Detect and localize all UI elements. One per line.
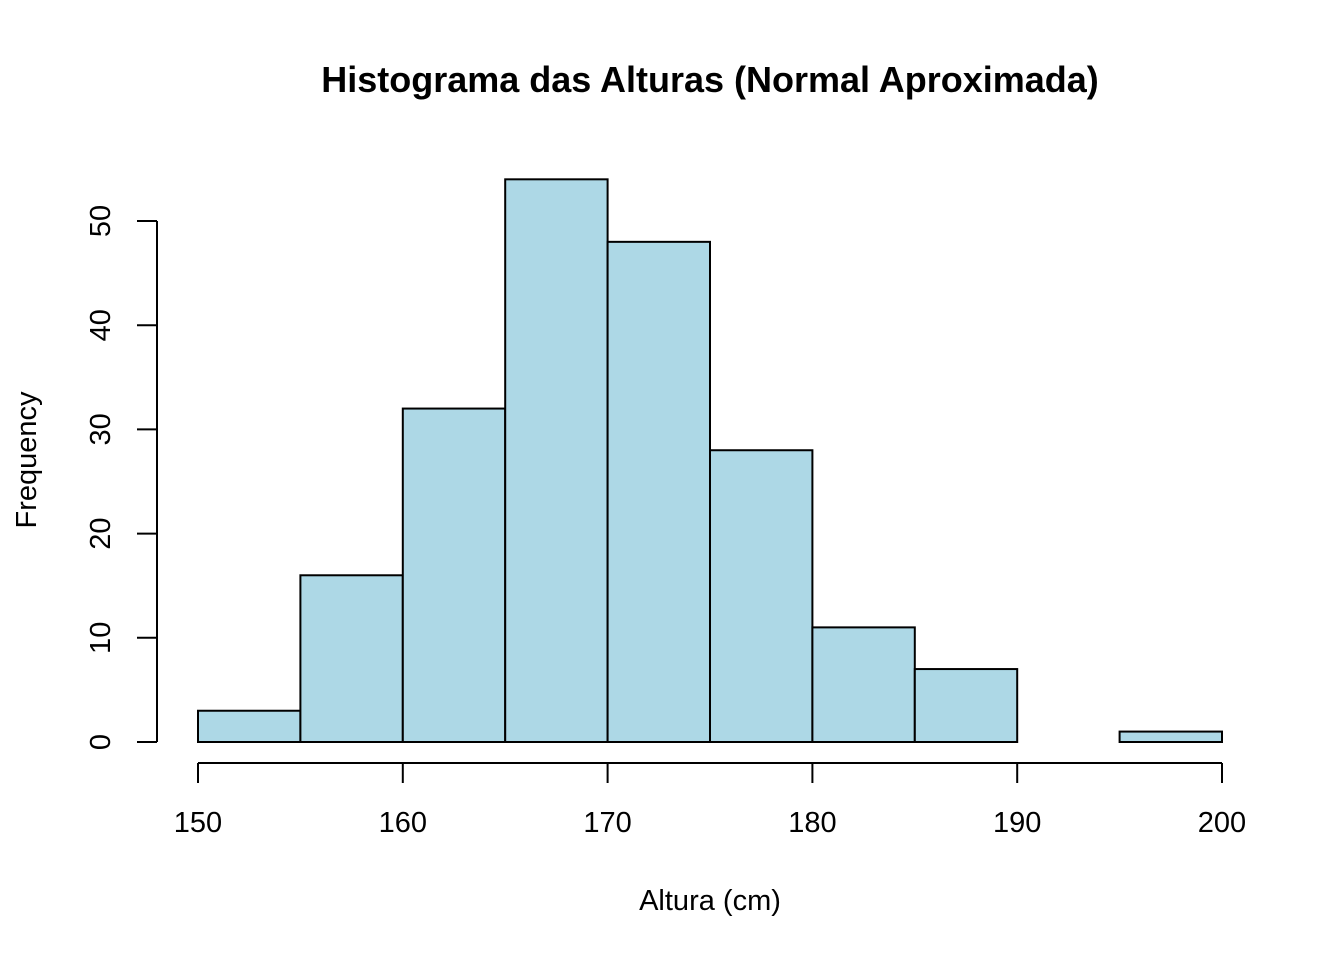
histogram-bar-6 (811, 626, 916, 744)
histogram-bar-2 (401, 407, 507, 743)
histogram-bar-7 (913, 668, 1019, 743)
histogram-bar-1 (299, 574, 404, 744)
histogram-bar-3 (504, 178, 609, 743)
x-tick-label-190: 190 (993, 807, 1041, 839)
y-tick-label-50: 50 (85, 205, 117, 237)
histogram-bars (197, 178, 1223, 744)
histogram-bar-0 (197, 709, 302, 743)
histogram-bar-4 (606, 240, 711, 743)
x-tick-label-200: 200 (1198, 807, 1246, 839)
y-tick-label-0: 0 (85, 734, 117, 750)
histogram-bar-5 (709, 449, 814, 743)
x-tick-label-180: 180 (788, 807, 836, 839)
y-tick-label-20: 20 (85, 517, 117, 549)
y-tick-label-30: 30 (85, 413, 117, 445)
x-axis-label: Altura (cm) (639, 885, 781, 917)
x-tick-label-160: 160 (379, 807, 427, 839)
y-tick-label-10: 10 (85, 622, 117, 654)
x-tick-label-170: 170 (583, 807, 631, 839)
y-axis-label: Frequency (11, 391, 43, 529)
x-tick-label-150: 150 (174, 807, 222, 839)
histogram-bar-9 (1118, 730, 1223, 744)
y-tick-label-40: 40 (85, 309, 117, 341)
x-axis: 150 160 170 180 190 200 (174, 762, 1246, 839)
chart-title: Histograma das Alturas (Normal Aproximad… (321, 59, 1099, 100)
y-axis: 0 10 20 30 40 50 (85, 205, 158, 750)
